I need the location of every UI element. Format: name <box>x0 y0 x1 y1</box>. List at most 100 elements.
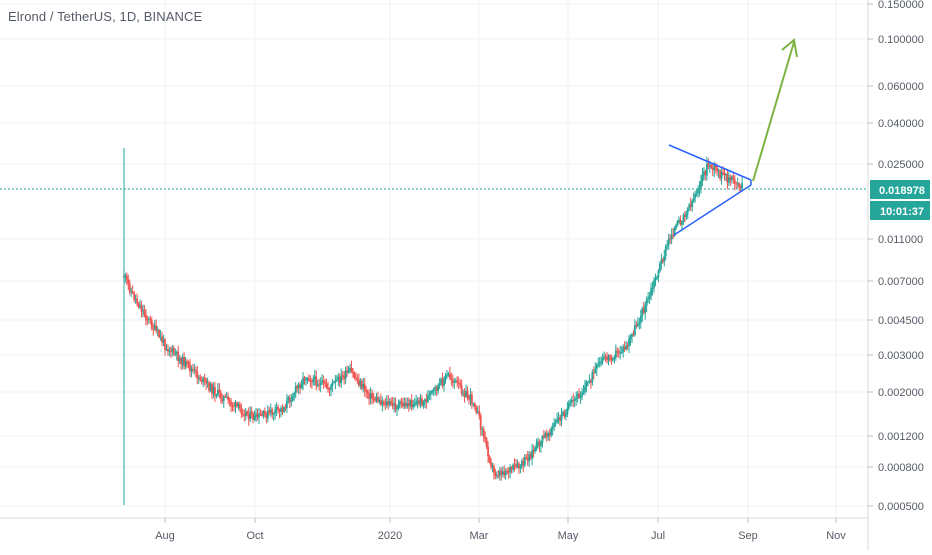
candle[interactable] <box>266 405 269 423</box>
candle[interactable] <box>676 219 679 227</box>
candle[interactable] <box>252 411 255 424</box>
candle[interactable] <box>726 169 729 190</box>
candle[interactable] <box>503 465 506 479</box>
candle[interactable] <box>418 396 420 407</box>
candle[interactable] <box>261 410 263 417</box>
candle[interactable] <box>584 379 586 396</box>
candle[interactable] <box>310 377 313 389</box>
candle[interactable] <box>309 375 312 388</box>
candle[interactable] <box>306 376 309 384</box>
candle[interactable] <box>125 272 128 286</box>
candle[interactable] <box>651 281 654 296</box>
candle[interactable] <box>255 407 257 423</box>
candle[interactable] <box>598 357 601 368</box>
candle[interactable] <box>394 397 397 413</box>
candle[interactable] <box>263 407 266 418</box>
candle[interactable] <box>409 398 412 410</box>
candle[interactable] <box>710 163 713 170</box>
candle[interactable] <box>244 407 247 421</box>
candle[interactable] <box>216 382 219 397</box>
candle[interactable] <box>473 401 476 411</box>
candle[interactable] <box>613 354 616 364</box>
candle[interactable] <box>626 342 629 351</box>
candle[interactable] <box>733 174 736 191</box>
candle[interactable] <box>578 388 581 400</box>
candle[interactable] <box>355 372 357 382</box>
candle[interactable] <box>359 378 362 390</box>
candle[interactable] <box>274 404 277 420</box>
candle[interactable] <box>450 372 453 386</box>
candle[interactable] <box>606 352 608 364</box>
candle[interactable] <box>139 299 141 309</box>
candle[interactable] <box>231 402 234 412</box>
candle[interactable] <box>186 359 188 369</box>
candle[interactable] <box>224 393 227 399</box>
candle[interactable] <box>312 375 315 386</box>
candle[interactable] <box>384 398 387 411</box>
candle[interactable] <box>303 375 306 385</box>
candle[interactable] <box>607 354 610 366</box>
candle[interactable] <box>343 371 346 385</box>
candle[interactable] <box>147 316 150 324</box>
candle[interactable] <box>146 315 149 326</box>
candle[interactable] <box>447 371 450 377</box>
candle[interactable] <box>650 282 652 301</box>
candle[interactable] <box>711 163 714 177</box>
candle[interactable] <box>410 394 413 411</box>
candle[interactable] <box>149 315 152 325</box>
candle[interactable] <box>406 397 409 409</box>
candle[interactable] <box>454 378 457 384</box>
candle[interactable] <box>631 332 633 343</box>
candle[interactable] <box>501 466 504 478</box>
candle[interactable] <box>641 306 644 323</box>
candle[interactable] <box>495 471 498 479</box>
candle[interactable] <box>523 454 526 468</box>
candle[interactable] <box>500 467 503 481</box>
candle[interactable] <box>487 441 489 463</box>
candle[interactable] <box>243 409 246 422</box>
candle[interactable] <box>510 466 513 474</box>
candle[interactable] <box>168 346 171 357</box>
candle[interactable] <box>127 274 130 290</box>
candle[interactable] <box>150 316 153 331</box>
candle[interactable] <box>738 182 741 192</box>
candle[interactable] <box>701 167 704 186</box>
candle[interactable] <box>507 467 510 479</box>
candle[interactable] <box>481 426 484 436</box>
candle[interactable] <box>247 407 250 426</box>
candle[interactable] <box>556 412 558 424</box>
candle[interactable] <box>291 392 294 402</box>
candle[interactable] <box>522 457 525 473</box>
candle[interactable] <box>537 437 539 449</box>
candle[interactable] <box>332 380 335 384</box>
candle[interactable] <box>642 302 645 315</box>
candle[interactable] <box>388 398 391 407</box>
candle[interactable] <box>328 387 331 397</box>
candle[interactable] <box>167 344 169 356</box>
candle[interactable] <box>302 372 304 391</box>
candle[interactable] <box>331 379 334 392</box>
candle[interactable] <box>192 364 194 374</box>
candle[interactable] <box>597 357 600 368</box>
candle[interactable] <box>219 389 222 404</box>
candle[interactable] <box>133 291 136 303</box>
candle[interactable] <box>509 464 512 479</box>
candle[interactable] <box>484 431 487 444</box>
candle[interactable] <box>491 462 494 473</box>
candle[interactable] <box>741 177 744 192</box>
candle[interactable] <box>588 374 591 384</box>
candle[interactable] <box>497 470 500 479</box>
candle[interactable] <box>594 362 597 374</box>
candle[interactable] <box>519 463 522 474</box>
candle[interactable] <box>396 405 398 417</box>
candle[interactable] <box>648 291 651 305</box>
candle[interactable] <box>542 429 545 440</box>
candle[interactable] <box>485 436 488 450</box>
candle[interactable] <box>469 388 472 407</box>
candle[interactable] <box>424 398 426 408</box>
candle[interactable] <box>124 273 127 283</box>
candle[interactable] <box>419 393 422 409</box>
candle[interactable] <box>403 397 406 410</box>
candle[interactable] <box>468 394 470 405</box>
